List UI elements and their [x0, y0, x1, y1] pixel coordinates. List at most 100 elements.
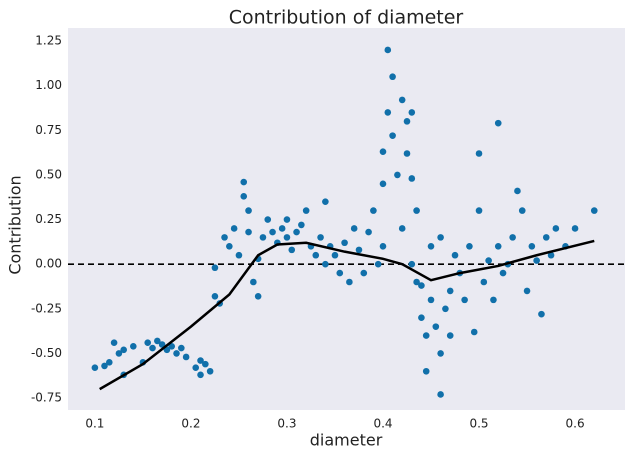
y-tick-label: 0.50 [35, 167, 62, 181]
point [240, 178, 248, 186]
point [211, 292, 219, 300]
y-tick-label: 0.00 [35, 257, 62, 271]
point [374, 260, 382, 268]
point [422, 367, 430, 375]
point [154, 337, 161, 345]
point [432, 323, 440, 330]
point [480, 278, 488, 286]
trend-line [99, 239, 595, 391]
point [192, 364, 200, 371]
point [230, 225, 238, 232]
x-tick-label: 0.2 [181, 417, 200, 431]
point [379, 180, 387, 188]
point [202, 360, 209, 368]
point [379, 243, 387, 250]
point [110, 339, 118, 347]
x-tick-label: 0.6 [566, 417, 585, 431]
y-tick-label: 0.25 [35, 212, 62, 226]
point [398, 225, 406, 232]
x-tick-label: 0.3 [277, 417, 296, 431]
point [437, 391, 444, 398]
point [221, 234, 228, 241]
point [341, 239, 348, 247]
point [538, 310, 545, 318]
point [403, 150, 411, 157]
point [413, 207, 420, 214]
point [518, 207, 526, 214]
point [101, 362, 108, 370]
point [403, 118, 411, 125]
point [413, 278, 420, 286]
point [408, 260, 416, 268]
point [91, 364, 99, 371]
point [514, 187, 521, 195]
point [322, 260, 329, 268]
point [547, 251, 555, 259]
point [245, 207, 252, 214]
point [384, 46, 392, 54]
point [317, 234, 324, 241]
point [384, 109, 392, 116]
point [288, 246, 296, 254]
point [278, 225, 286, 232]
point [178, 344, 185, 352]
point [422, 332, 430, 339]
point [158, 341, 166, 348]
point [211, 264, 219, 272]
point [144, 339, 152, 347]
point [197, 371, 204, 379]
x-tick-label: 0.5 [469, 417, 488, 431]
point [283, 216, 291, 223]
point [206, 367, 214, 375]
point [245, 228, 252, 236]
point [542, 234, 550, 241]
point [259, 234, 267, 241]
point [389, 73, 396, 81]
point [120, 346, 127, 354]
point [302, 207, 310, 214]
point [293, 228, 300, 236]
point [451, 251, 459, 259]
point [408, 109, 416, 116]
y-tick-label: -0.50 [31, 346, 62, 360]
point [437, 234, 444, 241]
point [499, 269, 507, 277]
point [427, 243, 435, 250]
point [250, 278, 257, 286]
point [446, 287, 454, 295]
point [389, 132, 396, 139]
point [350, 225, 358, 232]
y-tick-label: 1.25 [35, 34, 62, 48]
point [298, 221, 305, 229]
point [470, 328, 478, 336]
plot-area [68, 28, 625, 410]
point [523, 287, 531, 295]
point [254, 292, 262, 300]
point [331, 251, 339, 259]
point [322, 198, 329, 205]
point [269, 228, 276, 236]
x-tick-label: 0.4 [373, 417, 392, 431]
point [398, 96, 406, 104]
point [528, 243, 536, 250]
chart-title: Contribution of diameter [229, 7, 464, 29]
point [437, 350, 444, 357]
point [418, 282, 425, 289]
x-axis-label: diameter [310, 431, 383, 450]
point [475, 150, 483, 157]
point [346, 278, 353, 286]
point [379, 148, 387, 156]
point [571, 225, 579, 232]
point [240, 193, 248, 200]
point [226, 243, 233, 250]
point [394, 171, 401, 179]
point [235, 251, 243, 259]
point [446, 332, 454, 339]
point [182, 353, 190, 361]
point [370, 207, 377, 214]
point [533, 257, 540, 264]
point [355, 246, 363, 254]
point [197, 357, 204, 364]
point [365, 228, 372, 236]
point [461, 296, 468, 304]
